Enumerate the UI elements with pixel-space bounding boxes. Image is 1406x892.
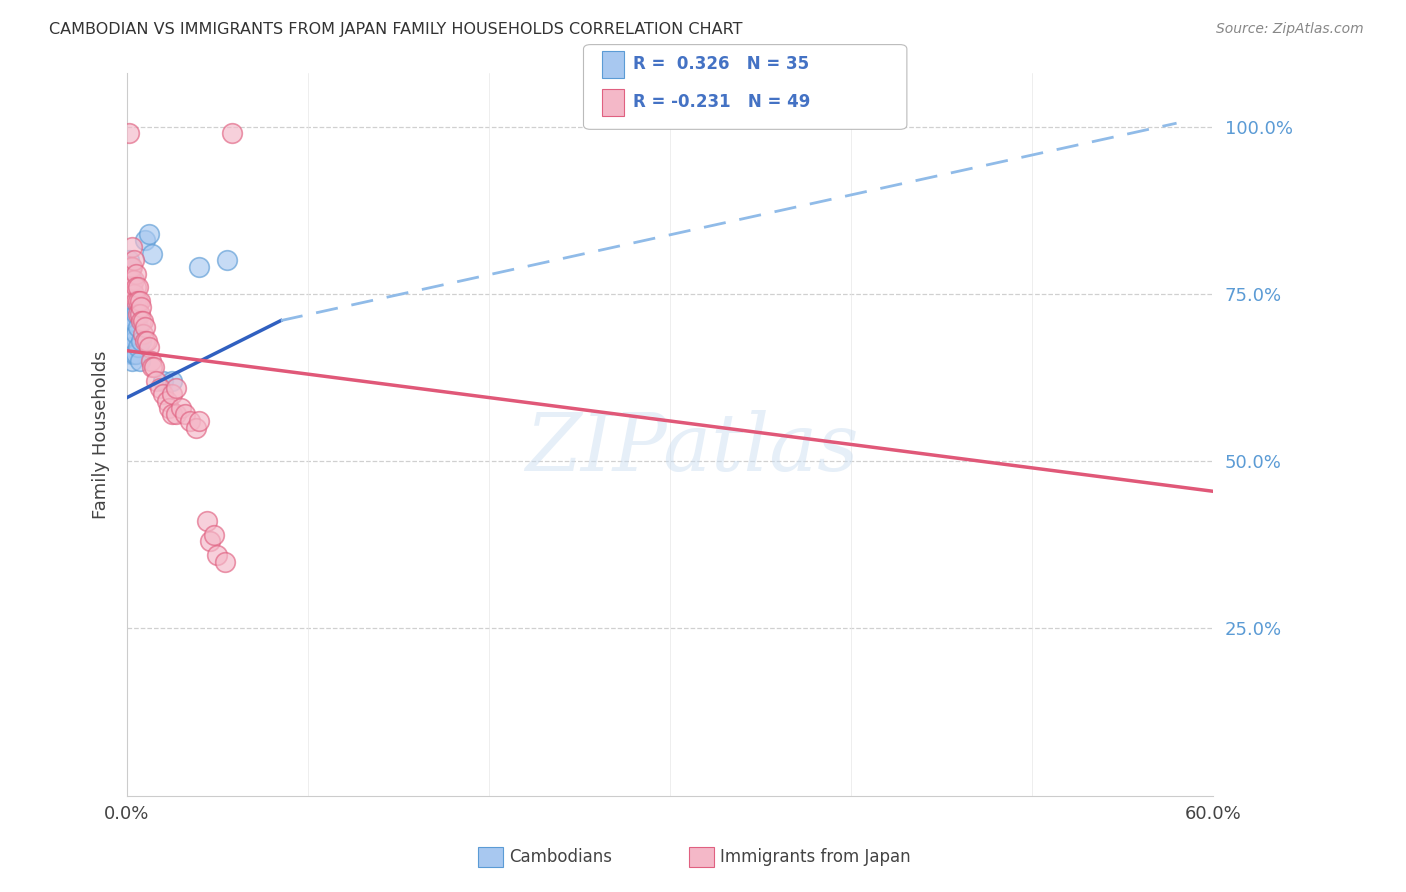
Point [188, 414, 211, 428]
Point [162, 374, 184, 388]
Point [179, 414, 201, 428]
Point [125, 280, 148, 294]
Point [127, 320, 149, 334]
Point [121, 273, 143, 287]
Point [156, 393, 179, 408]
Point [202, 528, 225, 542]
Point [174, 407, 197, 421]
Point [121, 353, 143, 368]
Point [122, 273, 145, 287]
Point [121, 326, 143, 341]
Text: R = -0.231   N = 49: R = -0.231 N = 49 [633, 94, 810, 112]
Point [214, 555, 236, 569]
Point [127, 307, 149, 321]
Point [121, 340, 143, 354]
Point [120, 320, 142, 334]
Point [138, 227, 160, 241]
Point [128, 293, 150, 308]
Point [162, 407, 184, 421]
Point [127, 340, 149, 354]
Point [165, 407, 187, 421]
Point [121, 260, 143, 274]
Point [121, 300, 143, 314]
Point [215, 253, 238, 268]
Point [141, 360, 163, 375]
Point [132, 313, 155, 327]
Point [121, 240, 143, 254]
Point [195, 514, 218, 528]
Text: Cambodians: Cambodians [509, 848, 612, 866]
Point [121, 280, 143, 294]
Point [135, 334, 157, 348]
Point [120, 286, 142, 301]
Point [122, 286, 145, 301]
Point [125, 307, 148, 321]
Point [120, 307, 142, 321]
Point [145, 374, 167, 388]
Point [120, 286, 142, 301]
Point [134, 334, 156, 348]
Point [207, 548, 229, 562]
Point [125, 326, 148, 341]
Point [120, 347, 142, 361]
Text: CAMBODIAN VS IMMIGRANTS FROM JAPAN FAMILY HOUSEHOLDS CORRELATION CHART: CAMBODIAN VS IMMIGRANTS FROM JAPAN FAMIL… [49, 22, 742, 37]
Point [127, 293, 149, 308]
Point [148, 380, 170, 394]
Point [143, 360, 166, 375]
Point [122, 347, 145, 361]
Point [118, 253, 141, 268]
Point [131, 300, 153, 314]
Point [128, 307, 150, 321]
Point [152, 374, 174, 388]
Point [132, 326, 155, 341]
Point [200, 534, 222, 549]
Point [120, 273, 142, 287]
Point [128, 353, 150, 368]
Text: ZIPatlas: ZIPatlas [524, 410, 858, 488]
Text: Source: ZipAtlas.com: Source: ZipAtlas.com [1216, 22, 1364, 37]
Point [165, 380, 187, 394]
Point [162, 387, 184, 401]
Point [125, 293, 148, 308]
Point [122, 293, 145, 308]
Point [120, 334, 142, 348]
Point [125, 267, 148, 281]
Point [121, 286, 143, 301]
Point [188, 260, 211, 274]
Point [122, 334, 145, 348]
Point [118, 280, 141, 294]
Point [118, 293, 141, 308]
Point [139, 353, 162, 368]
Point [157, 401, 180, 415]
Point [170, 401, 193, 415]
Point [120, 260, 142, 274]
Point [127, 280, 149, 294]
Point [121, 313, 143, 327]
Point [125, 347, 148, 361]
Point [131, 313, 153, 327]
Point [184, 420, 207, 434]
Point [131, 334, 153, 348]
Text: R =  0.326   N = 35: R = 0.326 N = 35 [633, 55, 808, 73]
Point [134, 233, 156, 247]
Point [120, 260, 142, 274]
Point [120, 273, 142, 287]
Point [122, 253, 145, 268]
Point [134, 320, 156, 334]
Point [138, 340, 160, 354]
Point [221, 126, 243, 140]
Point [152, 387, 174, 401]
Point [122, 313, 145, 327]
Y-axis label: Family Households: Family Households [93, 351, 110, 518]
Point [141, 246, 163, 260]
Text: Immigrants from Japan: Immigrants from Japan [720, 848, 911, 866]
Point [118, 126, 141, 140]
